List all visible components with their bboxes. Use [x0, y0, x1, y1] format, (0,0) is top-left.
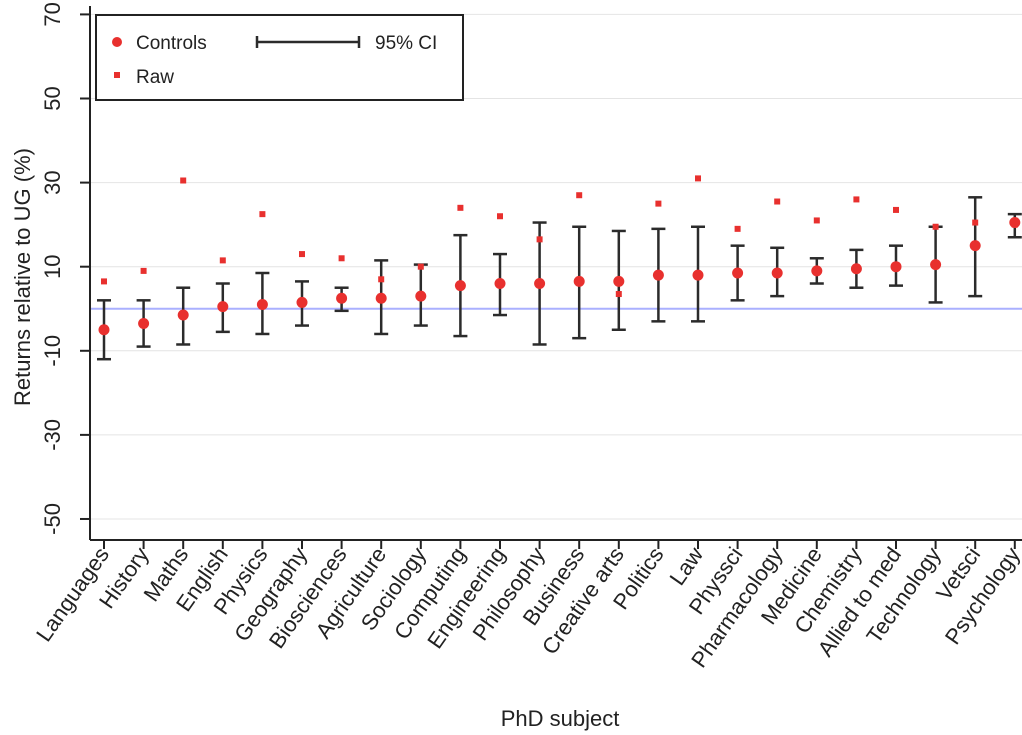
raw-point — [299, 251, 305, 258]
controls-point — [415, 290, 427, 302]
raw-point — [615, 291, 622, 298]
controls-point — [494, 278, 506, 290]
legend-raw-label: Raw — [136, 67, 174, 88]
raw-point — [259, 211, 266, 218]
controls-point — [296, 296, 308, 308]
controls-point — [534, 278, 546, 290]
controls-point — [375, 292, 387, 304]
raw-point — [378, 276, 385, 283]
controls-point — [177, 309, 189, 321]
controls-point — [890, 261, 902, 273]
raw-point — [695, 175, 701, 182]
y-tick-label: 70 — [40, 2, 65, 26]
mark-layer — [97, 175, 1022, 361]
raw-point — [497, 213, 503, 220]
raw-point — [813, 217, 820, 224]
controls-point — [573, 275, 585, 287]
raw-point — [101, 278, 107, 285]
y-tick-label: -10 — [40, 335, 65, 367]
controls-point — [732, 267, 744, 279]
legend-box — [95, 14, 464, 101]
raw-point — [338, 255, 345, 262]
y-tick-label: 10 — [40, 254, 65, 278]
controls-point — [454, 280, 466, 292]
raw-point — [655, 200, 662, 207]
raw-point — [972, 219, 979, 226]
raw-point — [536, 236, 543, 243]
raw-point — [180, 177, 187, 184]
raw-point — [893, 206, 899, 213]
legend-ci-label: 95% CI — [375, 33, 437, 54]
legend-controls-marker — [112, 37, 122, 47]
controls-point — [850, 263, 862, 275]
controls-point — [613, 275, 625, 287]
controls-point — [771, 267, 783, 279]
controls-point — [811, 265, 823, 277]
controls-point — [256, 299, 268, 311]
raw-point — [457, 204, 464, 211]
y-tick-label: -30 — [40, 419, 65, 451]
raw-point — [219, 257, 226, 264]
controls-point — [1009, 217, 1021, 229]
y-tick-label: 50 — [40, 86, 65, 110]
raw-point — [417, 263, 424, 270]
y-axis-title: Returns relative to UG (%) — [10, 148, 35, 406]
y-tick-label: -50 — [40, 503, 65, 535]
y-tick-label: 30 — [40, 170, 65, 194]
controls-point — [692, 269, 704, 281]
controls-point — [652, 269, 664, 281]
controls-point — [217, 301, 229, 313]
raw-point — [576, 192, 583, 199]
raw-point — [853, 196, 860, 203]
legend: Controls 95% CI Raw — [95, 14, 464, 101]
controls-point — [930, 259, 942, 271]
legend-controls-label: Controls — [136, 33, 207, 54]
controls-point — [98, 324, 110, 336]
x-axis-title: PhD subject — [501, 706, 620, 731]
grid-layer — [90, 13, 1022, 520]
raw-point — [932, 223, 939, 230]
legend-raw-marker — [114, 72, 120, 78]
controls-point — [138, 317, 150, 329]
raw-point — [774, 198, 781, 205]
controls-point — [969, 240, 981, 252]
raw-point — [734, 225, 741, 232]
controls-point — [336, 292, 348, 304]
raw-point — [140, 267, 147, 274]
